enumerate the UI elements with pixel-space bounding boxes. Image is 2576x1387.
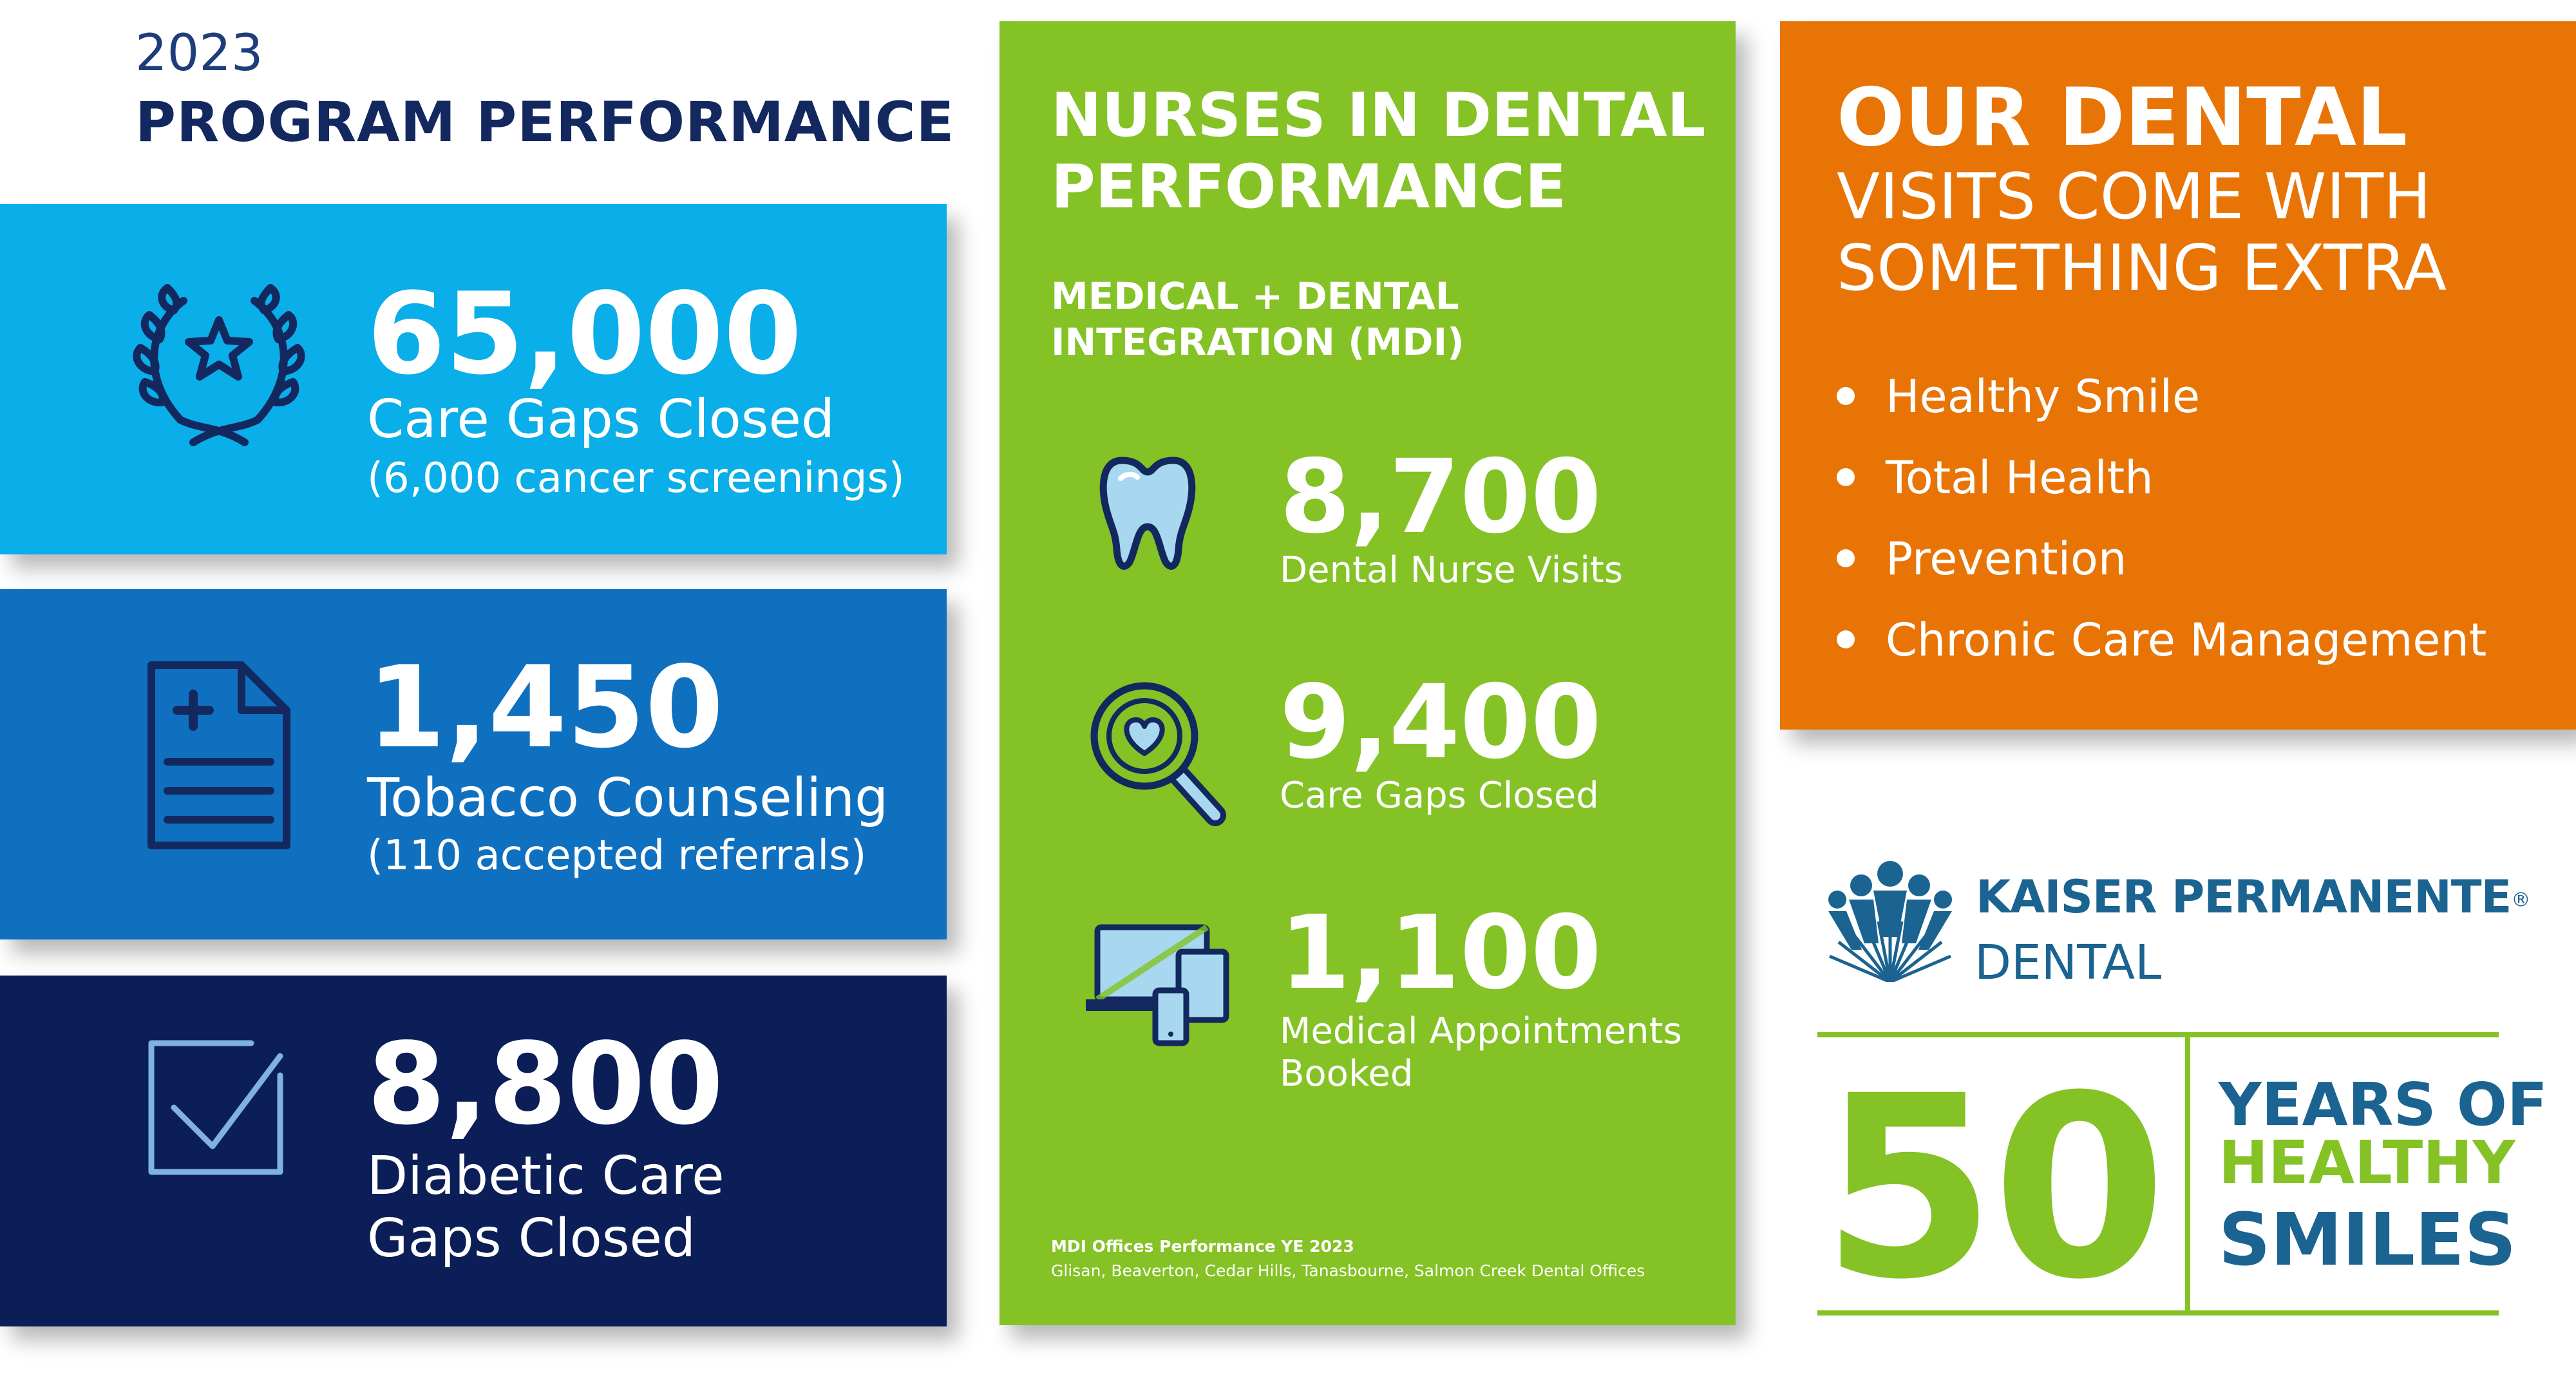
diabetic-label-line2: Gaps Closed (367, 1208, 696, 1269)
care-gaps-panel: 65,000 Care Gaps Closed (6,000 cancer sc… (0, 204, 947, 554)
our-dental-subtitle-line1: VISITS COME WITH (1837, 160, 2431, 234)
tobacco-label: Tobacco Counseling (367, 768, 889, 829)
appointments-value: 1,100 (1280, 894, 1602, 1012)
magnifier-heart-icon (1090, 682, 1226, 826)
report-year: 2023 (135, 24, 263, 82)
nurse-care-gaps-label: Care Gaps Closed (1280, 775, 1599, 816)
mdi-subtitle-line1: MEDICAL + DENTAL (1051, 274, 1459, 318)
devices-icon (1086, 924, 1229, 1046)
our-dental-panel: OUR DENTAL VISITS COME WITH SOMETHING EX… (1780, 21, 2576, 730)
our-dental-subtitle: VISITS COME WITH SOMETHING EXTRA (1837, 162, 2447, 304)
list-item: Chronic Care Management (1837, 599, 2486, 681)
list-item: Prevention (1837, 518, 2486, 599)
care-gaps-label: Care Gaps Closed (367, 389, 835, 450)
dental-nurse-visits-label: Dental Nurse Visits (1280, 549, 1624, 591)
diabetic-care-panel: 8,800 Diabetic Care Gaps Closed (0, 976, 947, 1326)
bullet-icon (1837, 386, 1855, 405)
nurse-care-gaps-value: 9,400 (1280, 663, 1602, 782)
list-item: Total Health (1837, 437, 2486, 518)
dental-benefits-list: Healthy Smile Total Health Prevention Ch… (1837, 356, 2486, 681)
nurses-title-line2: PERFORMANCE (1051, 151, 1567, 222)
nurses-in-dental-panel: NURSES IN DENTAL PERFORMANCE MEDICAL + D… (999, 21, 1736, 1325)
laurel-star-icon (133, 284, 305, 446)
kaiser-permanente-logo-icon (1828, 861, 1952, 982)
dental-nurse-visits-value: 8,700 (1280, 438, 1602, 556)
our-dental-title: OUR DENTAL (1837, 71, 2408, 164)
years-top-rule (1817, 1032, 2499, 1037)
diabetic-value: 8,800 (367, 1019, 724, 1150)
kaiser-division: DENTAL (1975, 935, 2162, 990)
our-dental-subtitle-line2: SOMETHING EXTRA (1837, 231, 2447, 305)
appointments-label-line2: Booked (1280, 1053, 1414, 1095)
kaiser-brand-text: KAISER PERMANENTE (1976, 871, 2512, 923)
nurses-title-line1: NURSES IN DENTAL (1051, 80, 1706, 151)
program-performance-title: PROGRAM PERFORMANCE (135, 90, 955, 155)
registered-mark: ® (2511, 889, 2530, 912)
mdi-subtitle-line2: INTEGRATION (MDI) (1051, 319, 1464, 364)
appointments-label-line1: Medical Appointments (1280, 1010, 1682, 1052)
care-gaps-value: 65,000 (367, 269, 802, 400)
bullet-icon (1837, 630, 1855, 648)
tobacco-value: 1,450 (367, 643, 724, 773)
mdi-footnote-offices: Glisan, Beaverton, Cedar Hills, Tanasbou… (1051, 1261, 1645, 1280)
kaiser-brand-name: KAISER PERMANENTE® (1976, 871, 2530, 923)
tooth-icon (1099, 457, 1196, 570)
years-bottom-rule (1817, 1310, 2499, 1316)
nurses-title: NURSES IN DENTAL PERFORMANCE (1051, 80, 1705, 223)
bullet-icon (1837, 467, 1855, 486)
years-divider (2185, 1032, 2190, 1316)
years-line3: SMILES (2219, 1198, 2517, 1282)
list-item: Healthy Smile (1837, 356, 2486, 437)
mdi-footnote-title: MDI Offices Performance YE 2023 (1051, 1237, 1354, 1256)
bullet-icon (1837, 549, 1855, 567)
years-line2: HEALTHY (2219, 1128, 2515, 1197)
tobacco-counseling-panel: 1,450 Tobacco Counseling (110 accepted r… (0, 589, 947, 939)
diabetic-label-line1: Diabetic Care (367, 1146, 724, 1207)
checkbox-icon (148, 1040, 283, 1175)
years-line1: YEARS OF (2219, 1070, 2548, 1139)
mdi-subtitle: MEDICAL + DENTAL INTEGRATION (MDI) (1051, 274, 1464, 365)
years-number: 50 (1821, 1042, 2167, 1334)
medical-document-icon (147, 661, 290, 849)
care-gaps-note: (6,000 cancer screenings) (367, 455, 905, 502)
tobacco-note: (110 accepted referrals) (367, 832, 867, 880)
